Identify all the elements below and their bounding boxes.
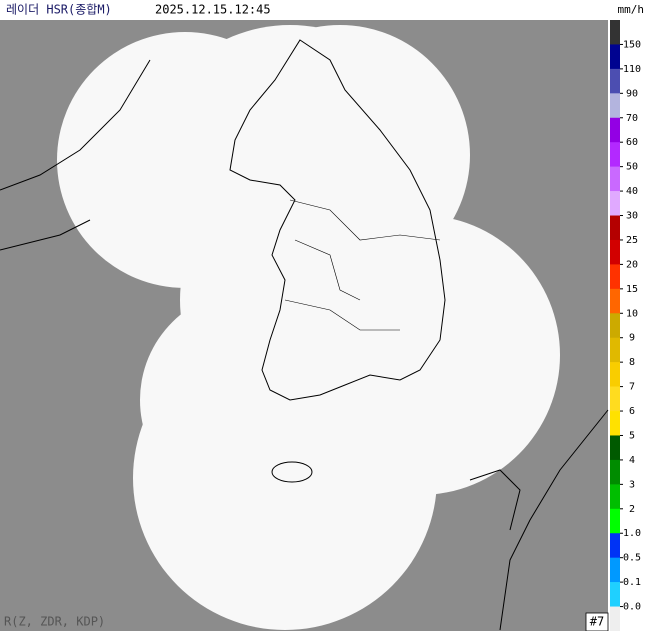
legend-swatch — [610, 362, 620, 387]
radar-coverage — [57, 25, 560, 630]
legend-swatch — [610, 533, 620, 558]
legend-label: 0.0 — [623, 602, 641, 613]
legend-swatch — [610, 264, 620, 290]
timestamp: 2025.12.15.12:45 — [155, 3, 271, 17]
legend: 150 110 90 70 60 50 40 30 25 20 15 10 9 8 7 6 5 4 3 2 1.0 0.5… — [610, 20, 641, 632]
legend-label: 40 — [626, 186, 638, 197]
legend-label: 2 — [629, 504, 635, 515]
legend-label: 0.5 — [623, 553, 641, 564]
legend-swatch — [610, 435, 620, 461]
legend-swatch — [610, 508, 620, 534]
legend-label: 8 — [629, 357, 635, 368]
legend-label: 7 — [629, 382, 635, 393]
legend-label: 9 — [629, 333, 635, 344]
legend-swatch — [610, 20, 620, 45]
legend-swatch — [610, 337, 620, 363]
legend-swatch — [610, 606, 620, 632]
legend-label: 150 — [623, 39, 641, 50]
unit: mm/h — [618, 3, 645, 16]
legend-swatch — [610, 93, 620, 119]
legend-label: 90 — [626, 88, 638, 99]
title: 레이더 HSR(종합M) — [6, 3, 112, 17]
map — [0, 20, 609, 631]
legend-swatch — [610, 582, 620, 607]
legend-swatch — [610, 191, 620, 216]
legend-label: 20 — [626, 259, 638, 270]
legend-swatch — [610, 386, 620, 412]
legend-swatch — [610, 142, 620, 167]
legend-swatch — [610, 44, 620, 70]
legend-swatch — [610, 557, 620, 583]
legend-swatch — [610, 288, 620, 314]
legend-swatch — [610, 459, 620, 485]
legend-label: 4 — [629, 455, 635, 466]
legend-label: 60 — [626, 137, 638, 148]
legend-swatch — [610, 239, 620, 265]
legend-swatch — [610, 166, 620, 192]
legend-label: 30 — [626, 211, 638, 222]
province-borders — [284, 199, 441, 331]
legend-label: 10 — [626, 308, 638, 319]
legend-label: 15 — [626, 284, 638, 295]
legend-swatch — [610, 68, 620, 94]
coastlines — [0, 39, 609, 631]
legend-swatch — [610, 117, 620, 143]
legend-label: 50 — [626, 162, 638, 173]
legend-swatch — [610, 215, 620, 241]
legend-label: 0.1 — [623, 577, 641, 588]
legend-label: 110 — [623, 64, 641, 75]
legend-label: 5 — [629, 430, 635, 441]
legend-label: 1.0 — [623, 528, 641, 539]
legend-swatch — [610, 484, 620, 510]
legend-label: 70 — [626, 113, 638, 124]
method: R(Z, ZDR, KDP) — [4, 615, 105, 629]
legend-swatch — [610, 313, 620, 339]
legend-swatch — [610, 411, 620, 436]
legend-label: 25 — [626, 235, 638, 246]
site-label: #7 — [590, 615, 604, 629]
legend-label: 3 — [629, 479, 635, 490]
legend-label: 6 — [629, 406, 635, 417]
